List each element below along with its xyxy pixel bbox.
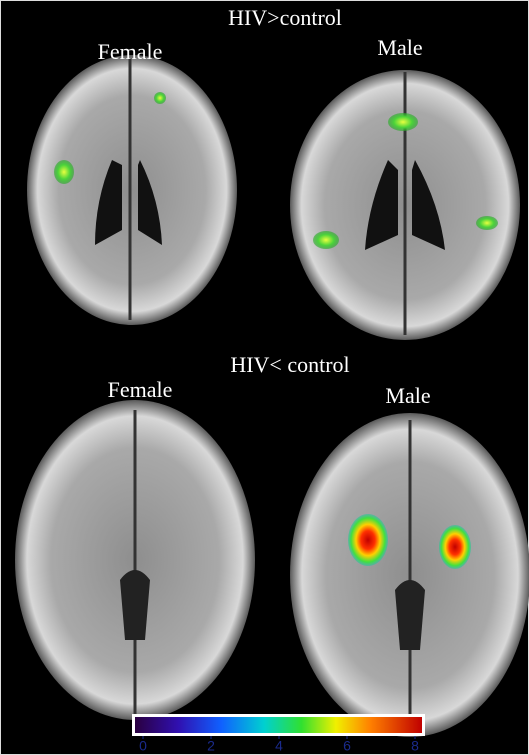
colorbar-tick-label: 4 [275, 738, 283, 754]
panel-label: Female [98, 39, 163, 64]
colorbar-tick-label: 0 [139, 738, 147, 754]
brain-top-left [27, 55, 237, 325]
colorbar-tick-label: 2 [207, 738, 215, 754]
panel-label: Male [377, 35, 422, 60]
colorbar-tick-label: 6 [343, 738, 351, 754]
panel-title: HIV< control [230, 352, 349, 377]
brain-bottom-left [15, 400, 255, 720]
panel-label: Male [385, 383, 430, 408]
colorbar-tick-label: 8 [411, 738, 419, 754]
panel-label: Female [108, 377, 173, 402]
figure: HIV>control Female Male HIV< control Fem… [0, 0, 529, 755]
colorbar [135, 717, 422, 733]
brain-top-right [290, 70, 520, 340]
panel-title: HIV>control [228, 5, 342, 30]
brain-bottom-right [290, 413, 529, 737]
page: {"panels": [ {"title": "HIV>control", "l… [0, 0, 529, 755]
